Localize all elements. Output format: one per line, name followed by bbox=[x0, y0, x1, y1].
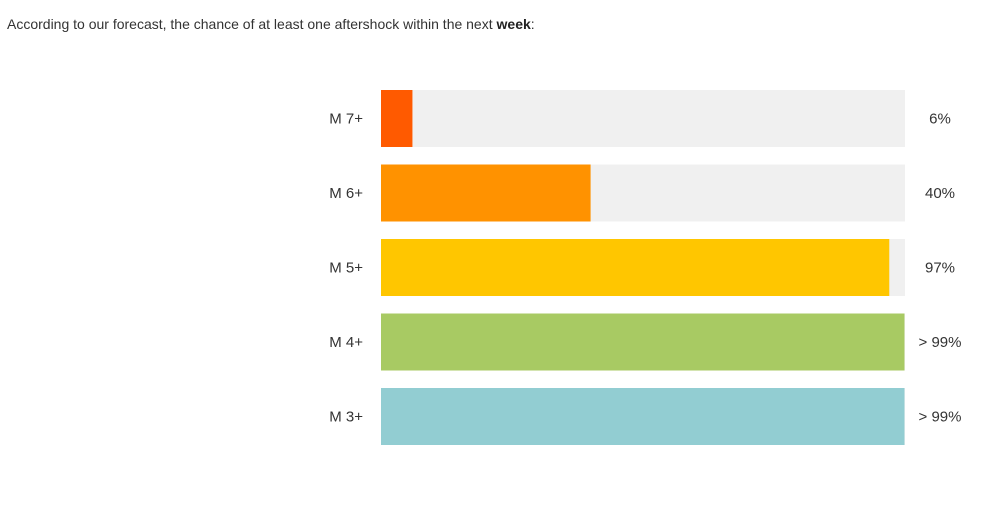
bar-m7 bbox=[381, 90, 413, 147]
bar-m6 bbox=[381, 164, 591, 222]
bar-track-m7 bbox=[381, 90, 905, 147]
forecast-intro-text: According to our forecast, the chance of… bbox=[7, 14, 535, 34]
value-label-m6: 40% bbox=[925, 185, 955, 202]
intro-suffix: : bbox=[530, 16, 535, 32]
category-label-m7: M 7+ bbox=[329, 111, 363, 128]
value-label-m7: 6% bbox=[929, 111, 951, 128]
category-label-m4: M 4+ bbox=[329, 334, 363, 351]
bar-m3 bbox=[381, 388, 905, 445]
value-label-m4: > 99% bbox=[919, 334, 962, 351]
category-label-m3: M 3+ bbox=[329, 409, 363, 426]
value-label-m5: 97% bbox=[925, 260, 955, 277]
intro-prefix: According to our forecast, the chance of… bbox=[7, 16, 497, 32]
category-label-m5: M 5+ bbox=[329, 260, 363, 277]
category-label-m6: M 6+ bbox=[329, 185, 363, 202]
value-label-m3: > 99% bbox=[919, 409, 962, 426]
bar-m4 bbox=[381, 313, 905, 371]
intro-bold-period: week bbox=[496, 16, 531, 32]
bar-m5 bbox=[381, 239, 890, 296]
